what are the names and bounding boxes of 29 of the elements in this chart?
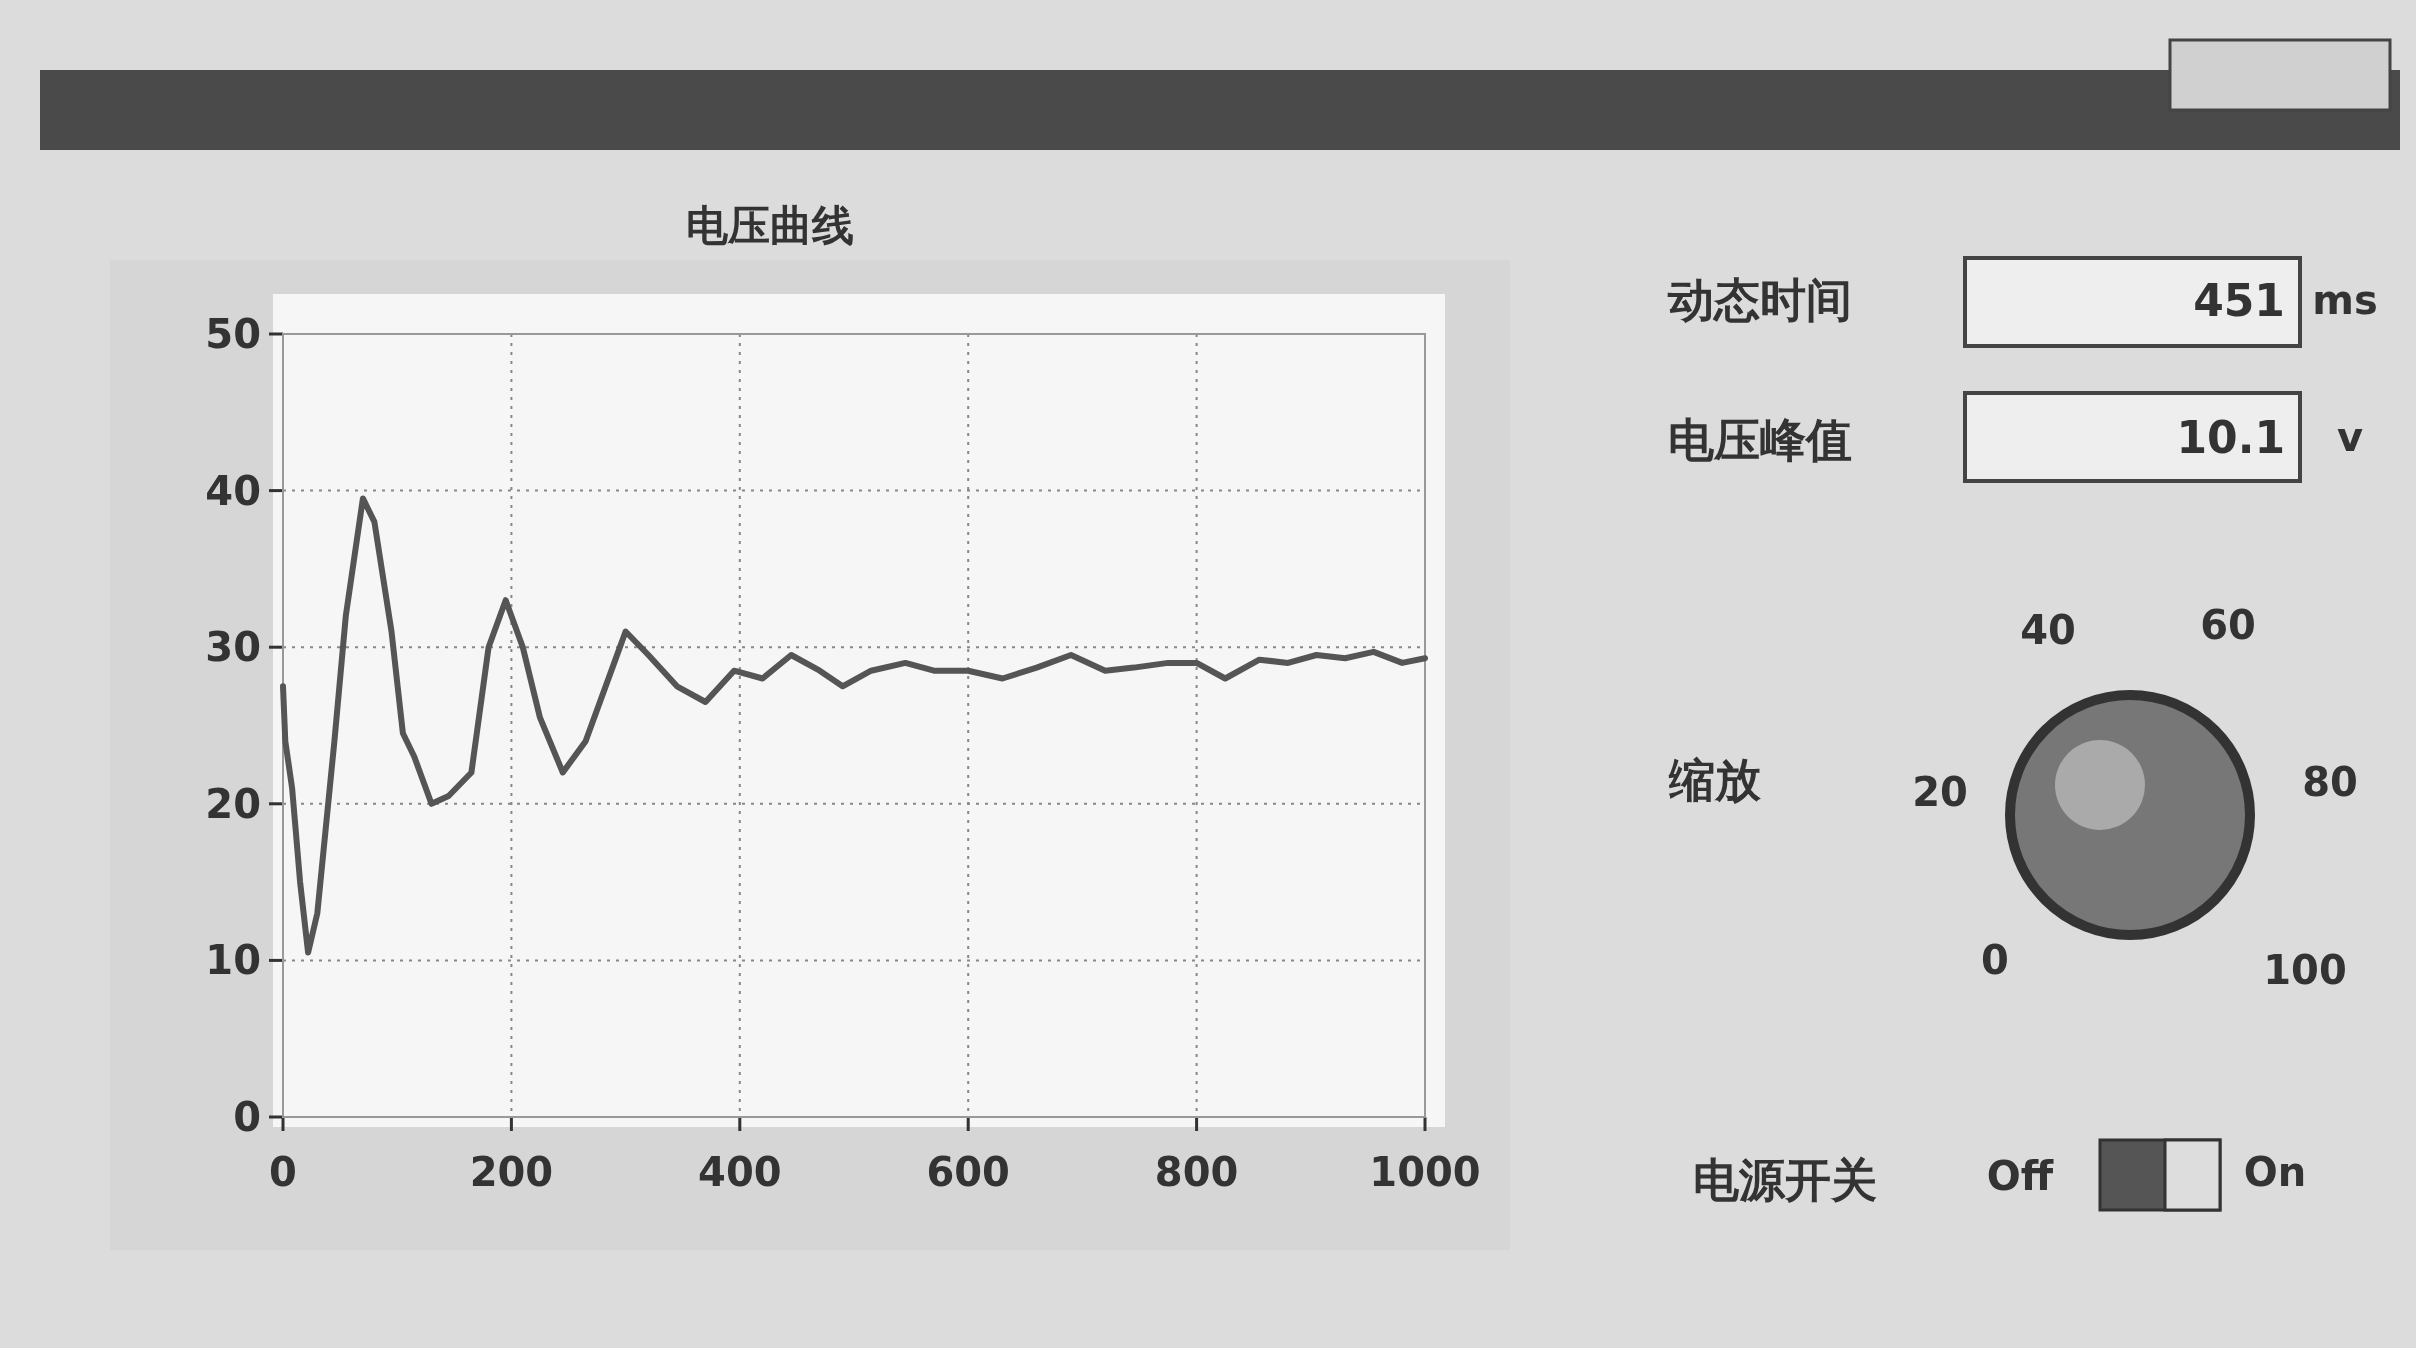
y-tick-label: 50 <box>205 311 261 357</box>
text: 动态时间 <box>1667 273 1852 327</box>
text: 451 <box>2193 274 2285 326</box>
text: 电压峰值 <box>1668 413 1852 467</box>
text: 电源开关 <box>1693 1153 1877 1207</box>
text: 40 <box>2020 607 2076 653</box>
y-tick-label: 0 <box>233 1094 261 1140</box>
x-tick-label: 400 <box>698 1149 782 1195</box>
y-tick-label: 30 <box>205 624 261 671</box>
text: ms <box>2312 277 2378 323</box>
text: On <box>2243 1149 2307 1195</box>
y-tick-label: 20 <box>205 780 261 827</box>
text: v <box>2336 414 2364 460</box>
x-tick-label: 200 <box>469 1149 554 1195</box>
x-tick-label: 600 <box>926 1149 1010 1195</box>
text: 0 <box>1981 937 2009 983</box>
text: 80 <box>2302 759 2358 805</box>
text: 60 <box>2200 602 2256 648</box>
x-tick-label: 800 <box>1154 1149 1239 1195</box>
text: 20 <box>1912 769 1968 815</box>
text: 10.1 <box>2176 411 2285 463</box>
chart-title: 电压曲线 <box>686 200 854 250</box>
y-tick-label: 40 <box>205 467 261 514</box>
y-tick-label: 10 <box>205 937 261 984</box>
text: 缩放 <box>1668 753 1761 807</box>
text: Off <box>1986 1153 2054 1199</box>
x-tick-label: 1000 <box>1369 1149 1481 1195</box>
text: 100 <box>2263 947 2347 993</box>
x-tick-label: 0 <box>269 1149 297 1195</box>
